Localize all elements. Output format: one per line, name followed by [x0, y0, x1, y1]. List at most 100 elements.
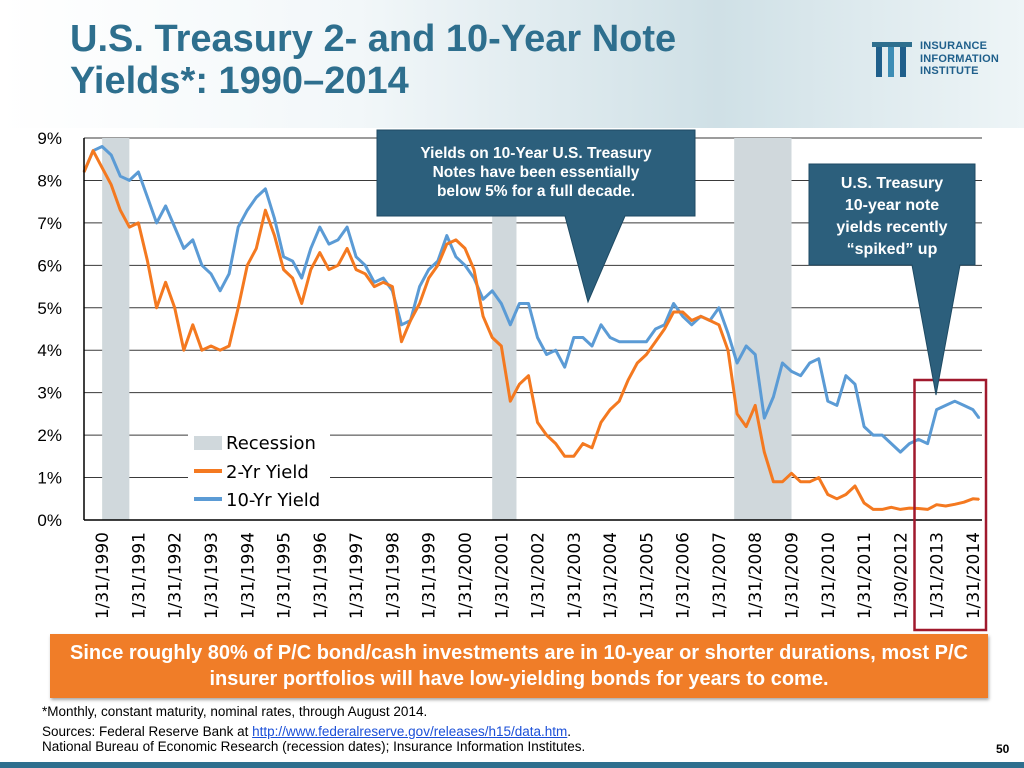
bottom-bar — [0, 762, 1024, 768]
data-point-10-yr-yield — [772, 396, 775, 398]
data-point-2-yr-yield — [518, 383, 521, 385]
logo-text: INSURANCE INFORMATION INSTITUTE — [920, 40, 999, 78]
data-point-10-yr-yield — [736, 362, 738, 364]
data-point-10-yr-yield — [273, 217, 276, 220]
callout-left: Yields on 10-Year U.S. Treasury Notes ha… — [376, 129, 696, 304]
data-point-10-yr-yield — [781, 362, 784, 364]
data-point-10-yr-yield — [101, 145, 103, 148]
data-point-2-yr-yield — [319, 251, 321, 254]
data-point-10-yr-yield — [944, 404, 947, 407]
data-point-10-yr-yield — [518, 302, 521, 305]
data-point-10-yr-yield — [881, 434, 884, 436]
data-point-10-yr-yield — [328, 243, 330, 245]
callout-left-line1: Yields on 10-Year U.S. Treasury — [420, 145, 652, 162]
data-point-2-yr-yield — [600, 421, 602, 424]
data-point-10-yr-yield — [654, 328, 657, 330]
x-tick-label: 1/31/2007 — [710, 532, 730, 619]
data-point-2-yr-yield — [845, 493, 847, 496]
data-point-10-yr-yield — [491, 290, 493, 292]
data-point-10-yr-yield — [645, 340, 648, 343]
data-point-2-yr-yield — [500, 345, 503, 347]
data-point-10-yr-yield — [863, 425, 865, 428]
data-point-10-yr-yield — [627, 340, 630, 343]
data-point-10-yr-yield — [953, 400, 956, 402]
y-tick-label: 4% — [37, 341, 62, 360]
data-point-10-yr-yield — [817, 357, 820, 360]
sources-link[interactable]: http://www.federalreserve.gov/releases/h… — [252, 724, 568, 739]
data-point-10-yr-yield — [545, 353, 548, 356]
legend-recession-swatch — [194, 436, 222, 450]
x-tick-label: 1/31/2014 — [964, 532, 984, 619]
data-point-10-yr-yield — [210, 273, 212, 275]
data-point-2-yr-yield — [881, 508, 884, 511]
data-point-2-yr-yield — [264, 209, 267, 211]
data-point-10-yr-yield — [446, 234, 448, 237]
data-point-2-yr-yield — [836, 497, 838, 500]
data-point-10-yr-yield — [382, 277, 385, 279]
data-point-10-yr-yield — [899, 451, 902, 453]
callout-right-line1: U.S. Treasury — [841, 175, 943, 192]
data-point-2-yr-yield — [418, 302, 421, 305]
callout-right: U.S. Treasury 10-year note yields recent… — [808, 163, 976, 396]
data-point-10-yr-yield — [591, 345, 593, 347]
data-point-2-yr-yield — [826, 493, 829, 496]
data-point-2-yr-yield — [436, 264, 439, 267]
data-point-10-yr-yield — [464, 264, 466, 267]
data-point-2-yr-yield — [573, 455, 575, 458]
x-tick-label: 1/31/2000 — [456, 532, 476, 619]
y-tick-label: 9% — [37, 129, 62, 148]
data-point-2-yr-yield — [482, 315, 484, 318]
data-point-10-yr-yield — [455, 256, 457, 258]
data-point-2-yr-yield — [609, 408, 611, 411]
data-point-10-yr-yield — [364, 264, 366, 267]
data-point-10-yr-yield — [618, 340, 620, 343]
data-point-10-yr-yield — [573, 336, 575, 339]
callout-left-line2: Notes have been essentially — [433, 164, 640, 181]
data-point-2-yr-yield — [237, 306, 240, 309]
title-line-1: U.S. Treasury 2- and 10-Year Note — [70, 18, 677, 60]
data-point-2-yr-yield — [509, 400, 512, 402]
data-point-2-yr-yield — [582, 442, 584, 445]
data-point-10-yr-yield — [509, 323, 512, 326]
data-point-10-yr-yield — [482, 298, 484, 301]
data-point-10-yr-yield — [790, 370, 793, 373]
legend-10yr-label: 10-Yr Yield — [226, 490, 320, 511]
data-point-2-yr-yield — [527, 374, 530, 377]
data-point-2-yr-yield — [101, 166, 103, 169]
series-line-10-yr-yield — [82, 145, 981, 454]
data-point-10-yr-yield — [137, 171, 140, 173]
data-point-2-yr-yield — [464, 247, 466, 250]
data-point-2-yr-yield — [953, 503, 956, 506]
logo-line-3: INSTITUTE — [920, 65, 979, 77]
legend: Recession 2-Yr Yield 10-Yr Yield — [188, 427, 330, 515]
data-point-2-yr-yield — [255, 247, 258, 250]
data-point-2-yr-yield — [872, 508, 874, 511]
logo-line-1: INSURANCE — [920, 40, 988, 52]
data-point-2-yr-yield — [618, 400, 620, 402]
recession-band — [734, 138, 792, 520]
yield-chart: 0%1%2%3%4%5%6%7%8%9% 1/31/1990 1/31/1991 1… — [37, 129, 988, 632]
footnote: *Monthly, constant maturity, nominal rat… — [42, 704, 428, 719]
data-point-2-yr-yield — [128, 226, 131, 228]
data-point-2-yr-yield — [446, 243, 448, 245]
data-point-2-yr-yield — [536, 421, 539, 424]
data-point-2-yr-yield — [935, 503, 938, 506]
data-point-10-yr-yield — [845, 374, 847, 377]
sources: Sources: Federal Reserve Bank at http://… — [42, 724, 585, 754]
x-tick-labels: 1/31/1990 1/31/1991 1/31/1992 1/31/1993 1/31… — [93, 532, 984, 619]
data-point-2-yr-yield — [709, 319, 711, 322]
data-point-10-yr-yield — [582, 336, 584, 339]
data-point-2-yr-yield — [246, 264, 249, 267]
data-point-10-yr-yield — [164, 205, 167, 207]
data-point-10-yr-yield — [681, 315, 684, 318]
data-point-10-yr-yield — [563, 366, 566, 369]
data-point-10-yr-yield — [799, 374, 802, 377]
x-tick-label: 1/31/2008 — [746, 532, 766, 619]
x-tick-label: 1/31/2003 — [565, 532, 585, 619]
data-point-2-yr-yield — [908, 507, 911, 509]
data-point-10-yr-yield — [255, 196, 258, 199]
data-point-2-yr-yield — [672, 311, 675, 313]
data-point-10-yr-yield — [309, 247, 312, 250]
data-point-2-yr-yield — [355, 268, 357, 271]
data-point-2-yr-yield — [899, 508, 902, 511]
